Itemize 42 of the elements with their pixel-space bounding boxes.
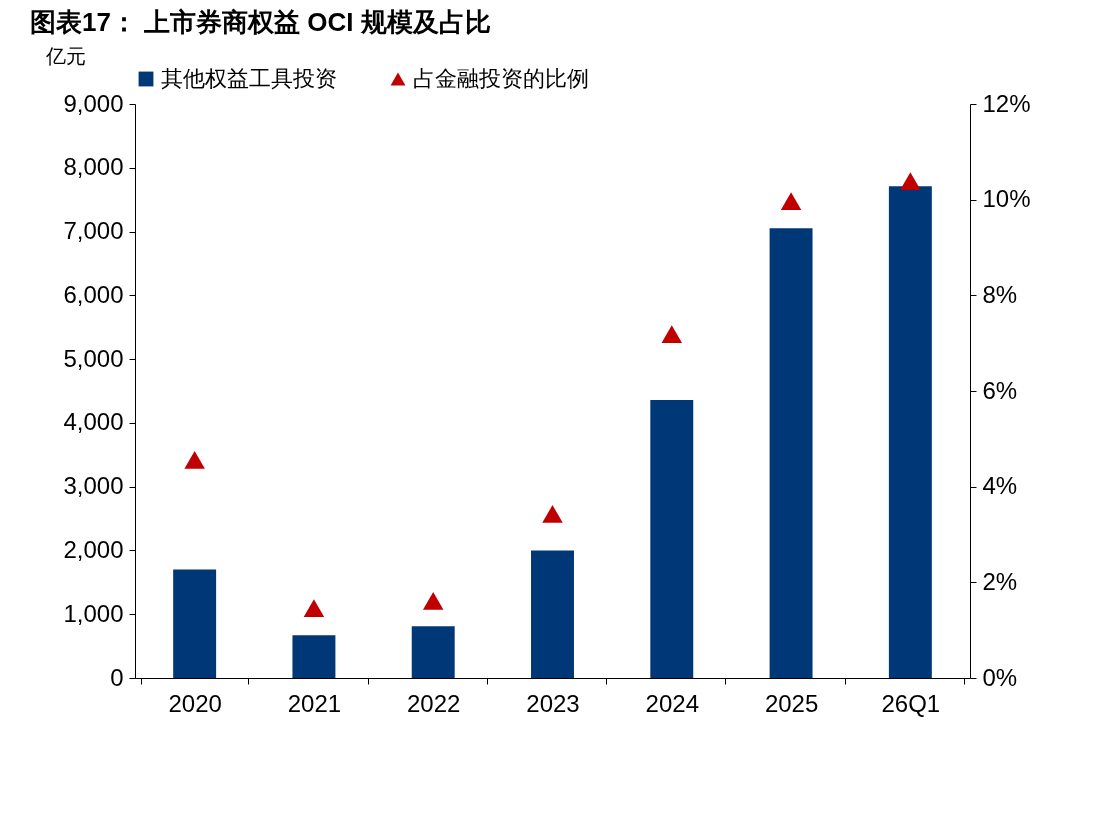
point <box>780 192 802 210</box>
point <box>422 592 444 610</box>
legend-label: 占金融投资的比例 <box>413 66 589 91</box>
y-tick-label: 1,000 <box>63 599 124 627</box>
x-tick-label: 2023 <box>526 689 580 717</box>
x-tick-label: 2025 <box>764 689 819 717</box>
chart-title: 图表17： 上市券商权益 OCI 规模及占比 <box>30 7 491 37</box>
bar <box>292 635 336 678</box>
y2-tick-label: 10% <box>982 185 1031 213</box>
x-tick-label: 2021 <box>287 689 342 717</box>
legend-label: 其他权益工具投资 <box>161 66 337 91</box>
y-tick-label: 0 <box>110 663 124 691</box>
y-tick-label: 5,000 <box>63 344 124 372</box>
y-tick-label: 3,000 <box>63 472 124 500</box>
y2-tick-label: 2% <box>982 567 1018 595</box>
y2-tick-label: 6% <box>982 376 1018 404</box>
y-axis-title: 亿元 <box>44 44 86 67</box>
y-tick-label: 7,000 <box>63 217 124 245</box>
y-tick-label: 4,000 <box>63 408 124 436</box>
y2-tick-label: 12% <box>982 89 1031 117</box>
y-tick-label: 2,000 <box>63 535 124 563</box>
y-tick-label: 8,000 <box>63 153 124 181</box>
y2-tick-label: 4% <box>982 472 1018 500</box>
bar <box>650 399 694 678</box>
bar <box>531 550 574 678</box>
point <box>184 451 205 469</box>
bar <box>411 626 455 678</box>
x-tick-label: 2024 <box>645 689 699 717</box>
x-tick-label: 2022 <box>407 689 461 717</box>
point <box>661 325 683 343</box>
y-tick-label: 9,000 <box>63 89 124 117</box>
y-tick-label: 6,000 <box>63 280 124 308</box>
point <box>303 599 325 618</box>
bar <box>769 228 813 678</box>
x-tick-label: 2020 <box>168 689 222 717</box>
bar <box>888 186 932 678</box>
point <box>900 172 921 190</box>
y2-tick-label: 0% <box>982 663 1018 691</box>
bar <box>173 569 217 678</box>
x-tick-label: 26Q1 <box>881 689 941 717</box>
y2-tick-label: 8% <box>982 280 1018 308</box>
point <box>542 505 563 523</box>
